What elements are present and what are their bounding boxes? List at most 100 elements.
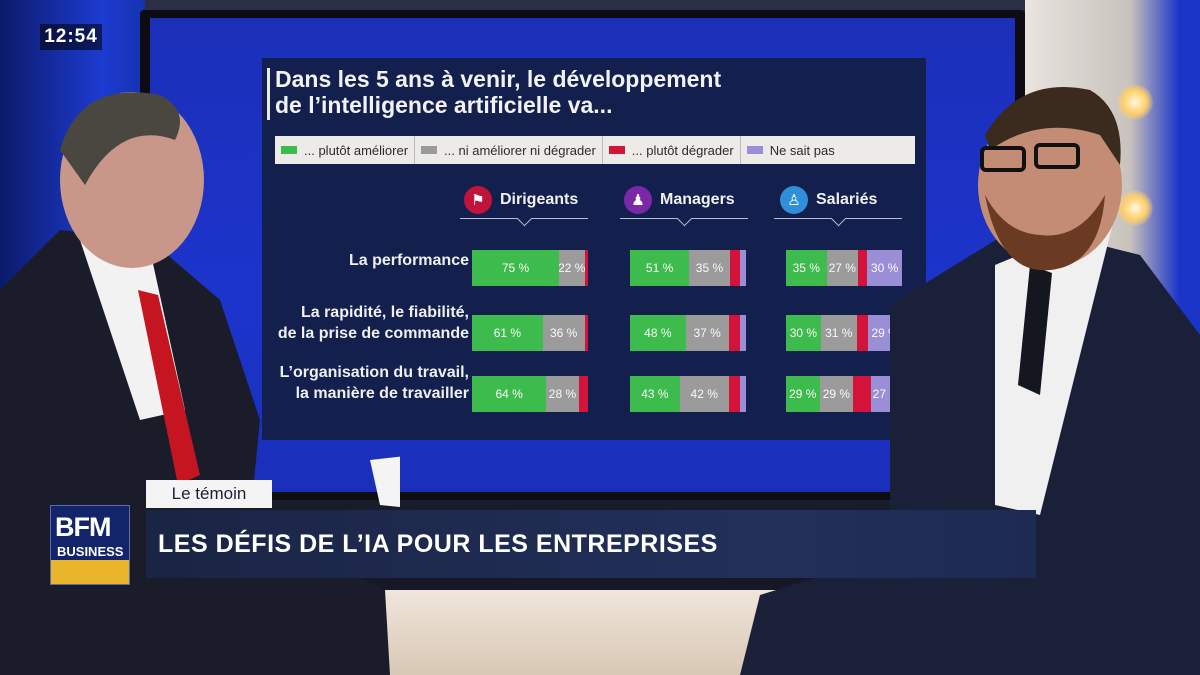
bar-segment-degrade [728, 315, 741, 351]
legend-item-degrade: ... plutôt dégrader [603, 136, 741, 164]
bar-segment-neutral: 35 % [689, 250, 730, 286]
chart-title-line1: Dans les 5 ans à venir, le développement [275, 66, 722, 92]
bar-segment-degrade [584, 250, 588, 286]
guest-right-suit [740, 225, 1200, 675]
row-label-line: L’organisation du travail, [279, 364, 469, 381]
legend-label: ... ni améliorer ni dégrader [444, 142, 596, 158]
bar-value-label: 31 % [825, 326, 853, 340]
bar-segment-unknown [740, 250, 746, 286]
bar-segment-neutral: 27 % [826, 250, 858, 286]
glasses-icon [1034, 143, 1080, 169]
bar-segment-degrade [578, 376, 588, 412]
bar-segment-degrade [728, 376, 741, 412]
guest-right-hair [985, 87, 1121, 165]
bar-value-label: 29 % [789, 387, 817, 401]
paper-sheet [370, 456, 400, 507]
bar-segment-neutral: 29 % [819, 376, 854, 412]
bar-segment-neutral: 42 % [679, 376, 729, 412]
bar-segment-improve: 64 % [472, 376, 547, 412]
logo-chart-stripe [51, 560, 129, 584]
bar-value-label: 30 % [789, 326, 818, 340]
bar-segment-improve: 51 % [630, 250, 690, 286]
bar-value-label: 30 % [870, 261, 899, 275]
bar-value-label: 29 % [822, 387, 851, 401]
bar-segment-neutral: 28 % [546, 376, 579, 412]
broadcast-clock: 12:54 [40, 24, 102, 50]
bar-segment-neutral: 37 % [685, 315, 729, 351]
studio-screen: Dans les 5 ans à venir, le développement… [140, 10, 1025, 500]
legend-label: ... plutôt améliorer [304, 142, 409, 158]
row-label-line: La performance [348, 252, 469, 269]
bar-segment-degrade [856, 315, 869, 351]
row-label-performance: La performance [349, 250, 469, 271]
bar-value-label: 48 % [644, 326, 672, 340]
bar-value-label: 64 % [495, 387, 523, 401]
legend-label: Ne sait pas [769, 142, 835, 158]
segment-tag: Le témoin [146, 480, 272, 508]
bar-value-label: 35 % [695, 261, 724, 275]
chart-panel: Dans les 5 ans à venir, le développement… [262, 58, 926, 440]
legend-swatch [281, 146, 297, 154]
legend-item-neutral: ... ni améliorer ni dégrader [415, 136, 603, 164]
bar-value-label: 35 % [792, 261, 820, 275]
group-header-salaries: ♙ Salariés [780, 180, 877, 220]
bar-segment-improve: 29 % [786, 376, 820, 412]
bfm-business-logo: BFM BUSINESS [50, 505, 130, 585]
bar-segment-degrade [729, 250, 741, 286]
bar-segment-unknown [740, 376, 746, 412]
bar-segment-degrade [853, 376, 871, 412]
legend-label: ... plutôt dégrader [631, 142, 734, 158]
row-label-line: La rapidité, le fiabilité, [300, 304, 469, 321]
headline-text: LES DÉFIS DE L’IA POUR LES ENTREPRISES [158, 529, 718, 558]
studio-light [1117, 190, 1153, 226]
row-label-rapidite: La rapidité, le fiabilité, de la prise d… [278, 302, 469, 344]
bar-value-label: 37 % [693, 326, 721, 340]
group-header-dirigeants: ⚑ Dirigeants [464, 180, 578, 220]
legend-item-improve: ... plutôt améliorer [275, 136, 416, 164]
legend-swatch [421, 146, 438, 154]
studio-light [1117, 84, 1153, 120]
chart-legend: ... plutôt améliorer ... ni améliorer ni… [275, 136, 915, 164]
bar-segment-improve: 48 % [630, 315, 686, 351]
bar-value-label: 28 % [548, 387, 577, 401]
bar-segment-degrade [857, 250, 868, 286]
bar-value-label: 27 % [828, 261, 856, 275]
bar-segment-improve: 30 % [786, 315, 821, 351]
presenter-left-suit [0, 230, 390, 675]
legend-swatch [608, 146, 625, 154]
bar-value-label: 36 % [549, 326, 578, 340]
bar-segment-unknown [740, 315, 746, 351]
guest-right-shirt [995, 215, 1115, 515]
bar-value-label: 51 % [645, 261, 674, 275]
bar-segment-neutral: 36 % [542, 315, 585, 351]
bar-value-label: 42 % [690, 387, 718, 401]
bar-segment-improve: 61 % [472, 315, 543, 351]
row-label-organisation: L’organisation du travail, la manière de… [280, 362, 469, 404]
bar-segment-neutral: 22 % [559, 250, 585, 286]
group-header-managers: ♟ Managers [624, 180, 735, 220]
bar-value-label: 75 % [501, 261, 530, 275]
legend-swatch [746, 146, 763, 154]
bar-segment-improve: 75 % [472, 250, 559, 286]
bar-segment-neutral: 31 % [820, 315, 857, 351]
bar-value-label: 22 % [559, 261, 585, 275]
glasses-icon [980, 146, 1026, 172]
headline-banner: LES DÉFIS DE L’IA POUR LES ENTREPRISES [146, 510, 1036, 578]
group-label: Dirigeants [500, 191, 579, 208]
presenter-left-tie [138, 290, 200, 485]
logo-subtext: BUSINESS [57, 544, 124, 559]
chart-title-line2: de l’intelligence artificielle va... [275, 92, 613, 118]
bar-segment-improve: 43 % [630, 376, 680, 412]
manager-icon: ♟ [624, 186, 652, 214]
title-accent-bar [267, 68, 270, 120]
chart-title: Dans les 5 ans à venir, le développement… [267, 66, 875, 120]
screen-surface: Dans les 5 ans à venir, le développement… [150, 18, 1015, 492]
bar-value-label: 43 % [641, 387, 669, 401]
logo-text: BFM [55, 512, 111, 542]
presenter-left-hair [60, 92, 180, 185]
employee-icon: ♙ [780, 186, 808, 214]
bar-segment-unknown: 30 % [867, 250, 902, 286]
row-label-line: de la prise de commande [277, 325, 469, 342]
legend-item-unknown: Ne sait pas [741, 136, 841, 164]
guest-right [740, 87, 1200, 675]
